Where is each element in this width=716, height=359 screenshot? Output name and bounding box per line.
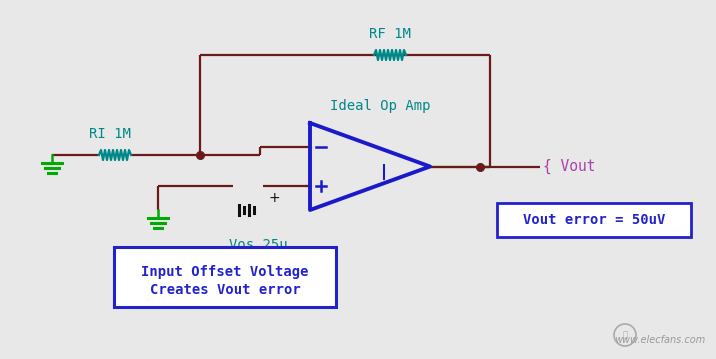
FancyBboxPatch shape <box>114 247 336 307</box>
Text: www.elecfans.com: www.elecfans.com <box>614 335 706 345</box>
Text: { Vout: { Vout <box>543 159 596 174</box>
Text: Vout error = 50uV: Vout error = 50uV <box>523 213 665 227</box>
Text: Creates Vout error: Creates Vout error <box>150 283 301 297</box>
Text: Input Offset Voltage: Input Offset Voltage <box>141 265 309 279</box>
Text: Vos 25u: Vos 25u <box>228 238 287 252</box>
Text: RI 1M: RI 1M <box>89 127 131 141</box>
Text: Ideal Op Amp: Ideal Op Amp <box>330 99 430 113</box>
FancyBboxPatch shape <box>497 203 691 237</box>
Text: +: + <box>268 191 280 205</box>
Text: 电: 电 <box>622 331 627 340</box>
Text: RF 1M: RF 1M <box>369 27 411 41</box>
